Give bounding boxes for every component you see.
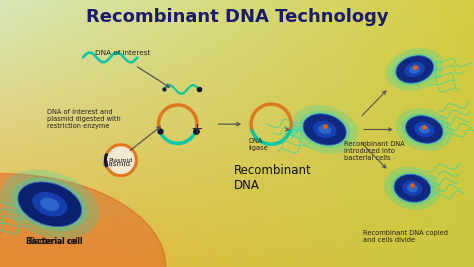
Text: +: +: [191, 122, 203, 137]
Ellipse shape: [386, 48, 444, 91]
Text: Recombinant
DNA: Recombinant DNA: [234, 164, 311, 191]
Ellipse shape: [292, 105, 358, 154]
Ellipse shape: [105, 145, 137, 176]
Ellipse shape: [394, 174, 431, 202]
Ellipse shape: [402, 113, 447, 146]
Ellipse shape: [392, 53, 438, 86]
Circle shape: [0, 174, 166, 267]
Ellipse shape: [391, 171, 434, 205]
Ellipse shape: [395, 108, 453, 151]
Text: DNA of interest: DNA of interest: [95, 50, 150, 56]
Ellipse shape: [299, 111, 351, 148]
Ellipse shape: [414, 122, 435, 137]
Text: Bacterial cell: Bacterial cell: [29, 237, 80, 246]
Ellipse shape: [40, 198, 59, 211]
Ellipse shape: [11, 178, 88, 231]
Text: Recombinant DNA
introduced into
bacterial cells: Recombinant DNA introduced into bacteria…: [344, 141, 404, 161]
Text: Recombinant DNA copied
and cells divide: Recombinant DNA copied and cells divide: [363, 230, 448, 243]
Ellipse shape: [419, 125, 430, 134]
Text: Plasmid: Plasmid: [102, 161, 130, 167]
Ellipse shape: [407, 184, 418, 193]
Ellipse shape: [396, 56, 434, 83]
Text: Recombinant DNA Technology: Recombinant DNA Technology: [86, 8, 388, 26]
Ellipse shape: [384, 167, 441, 210]
Ellipse shape: [313, 121, 337, 138]
Ellipse shape: [406, 116, 443, 143]
Text: DNA of interest and
plasmid digested with
restriction enzyme: DNA of interest and plasmid digested wit…: [47, 109, 121, 129]
Ellipse shape: [303, 114, 346, 145]
Ellipse shape: [0, 170, 99, 239]
Ellipse shape: [32, 192, 67, 217]
Ellipse shape: [318, 125, 331, 134]
Text: Plasmid: Plasmid: [109, 158, 133, 163]
Text: DNA
ligase: DNA ligase: [248, 138, 268, 151]
Ellipse shape: [404, 62, 425, 77]
Ellipse shape: [18, 182, 82, 227]
Text: Bacterial cell: Bacterial cell: [26, 237, 83, 246]
Ellipse shape: [402, 180, 422, 196]
Polygon shape: [291, 119, 300, 140]
Ellipse shape: [409, 65, 420, 73]
